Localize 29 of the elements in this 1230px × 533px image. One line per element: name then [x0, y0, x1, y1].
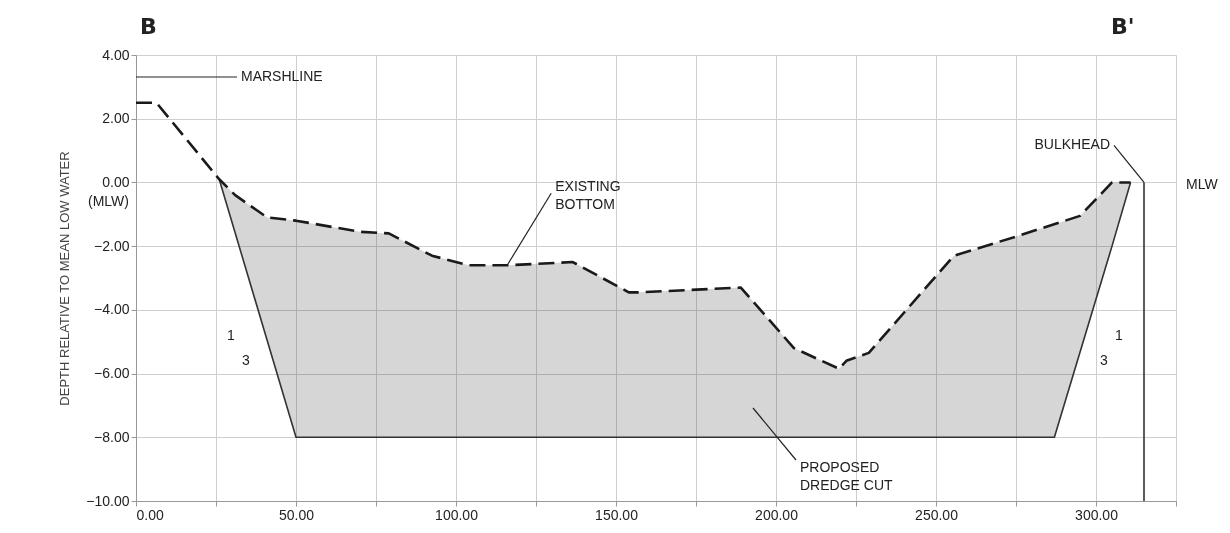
x-tick-label: 150.00 — [595, 506, 639, 523]
annotation: BULKHEAD — [1034, 136, 1110, 153]
x-tick-label: 200.00 — [755, 506, 799, 523]
text: B' — [1111, 14, 1135, 39]
line-series — [134, 101, 1132, 371]
y-tick-label: 0.00 — [102, 173, 130, 190]
y-tick-label: −10.00 — [86, 492, 130, 509]
annotation: 1 — [227, 327, 236, 343]
x-tick-label: 250.00 — [915, 506, 959, 523]
annotation: MARSHLINE — [241, 68, 323, 84]
annotation: PROPOSED DREDGE CUT — [800, 459, 894, 493]
y-tick-label: 2.00 — [102, 110, 130, 127]
y-axis-title: DEPTH RELATIVE TO MEAN LOW WATER — [57, 151, 73, 406]
annotation: 3 — [242, 352, 251, 368]
x-tick-label: 50.00 — [278, 506, 315, 523]
x-tick-label: 100.00 — [435, 506, 479, 523]
y-tick-label: −4.00 — [94, 301, 130, 318]
text: (MLW) — [88, 193, 129, 209]
annotation: EXISTING BOTTOM — [555, 178, 621, 213]
text: B — [140, 14, 157, 39]
x-tick-label: 300.00 — [1075, 506, 1119, 523]
y-tick-label: −8.00 — [94, 428, 130, 445]
y-tick-label: 4.00 — [102, 46, 130, 63]
annotation: 1 — [1115, 327, 1124, 343]
y-tick-label: −2.00 — [94, 237, 130, 254]
annotation: 3 — [1100, 352, 1109, 368]
y-tick-label: −6.00 — [94, 365, 130, 382]
x-tick-label: 0.00 — [136, 506, 164, 523]
text: MLW — [1186, 176, 1219, 192]
